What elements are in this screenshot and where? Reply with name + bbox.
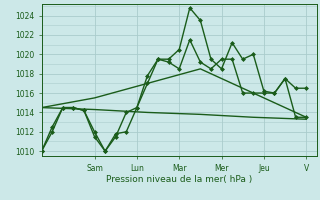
X-axis label: Pression niveau de la mer( hPa ): Pression niveau de la mer( hPa ) [106, 175, 252, 184]
